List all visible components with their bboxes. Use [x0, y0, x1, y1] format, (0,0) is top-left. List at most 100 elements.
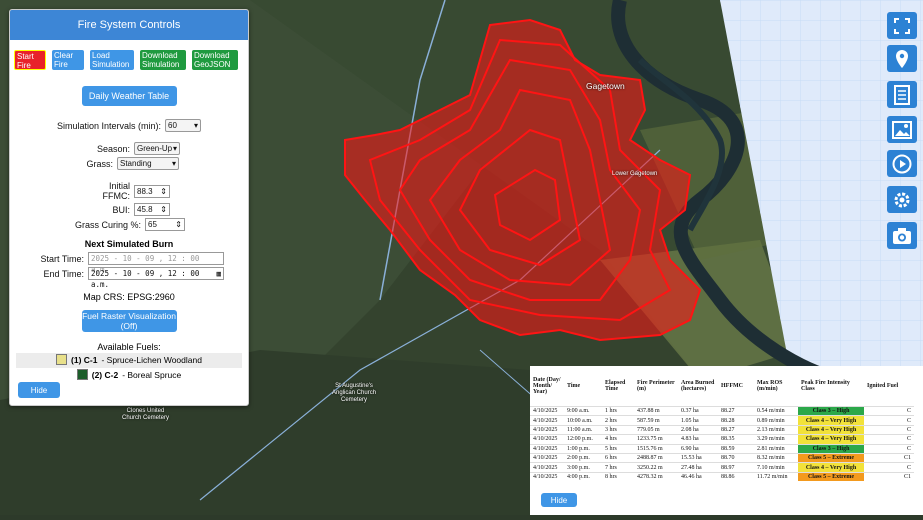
cell-date: 4/10/2025 [530, 471, 564, 482]
table-hide-button[interactable]: Hide [541, 493, 577, 507]
cell-fuel: C [864, 405, 914, 416]
bui-label: BUI: [112, 204, 130, 215]
cell-area: 6.90 ha [678, 443, 718, 454]
start-time-value: 2025 - 10 - 09 , 12 : 00 a.m. [91, 254, 200, 274]
cell-time: 2:00 p.m. [564, 452, 602, 463]
col-hffmc: HFFMC [721, 383, 743, 389]
cell-hffmc: 88.27 [718, 424, 754, 435]
cell-date: 4/10/2025 [530, 443, 564, 454]
panel-hide-button[interactable]: Hide [18, 382, 60, 398]
daily-weather-table-button[interactable]: Daily Weather Table [81, 86, 177, 106]
fullscreen-button[interactable] [887, 12, 917, 39]
river [611, 0, 842, 387]
table-body: 4/10/2025 9:00 a.m. 1 hrs 437.88 m 0.37 ha 88… [530, 405, 914, 482]
fuel-raster-button[interactable]: Fuel Raster Visualization (Off) [81, 310, 177, 332]
play-button[interactable] [887, 150, 917, 177]
col-fuel: Ignited Fuel [867, 383, 899, 389]
cell-elapsed: 2 hrs [602, 415, 634, 426]
cell-fuel: C1 [864, 471, 914, 482]
grass-curing-label: Grass Curing %: [74, 219, 141, 230]
cell-ros: 2.81 m/min [754, 443, 798, 454]
download-geojson-button[interactable]: Download GeoJSON [192, 50, 238, 70]
cell-perim: 1233.75 m [634, 434, 678, 445]
cell-hffmc: 88.86 [718, 471, 754, 482]
stepper-icon: ⇕ [175, 220, 182, 229]
cell-time: 1:00 p.m. [564, 443, 602, 454]
cell-area: 2.08 ha [678, 424, 718, 435]
interval-select[interactable]: 60 ▾ [165, 119, 202, 132]
table-row: 4/10/2025 3:00 p.m. 7 hrs 3250.22 m 27.48 ha… [530, 462, 914, 473]
calendar-icon[interactable]: ▦ [216, 269, 221, 278]
fuel-swatch-c1 [56, 354, 68, 365]
cell-hffmc: 88.28 [718, 415, 754, 426]
camera-button[interactable] [887, 222, 917, 249]
chevron-down-icon: ▾ [172, 144, 177, 153]
fuel-name-c2: - Boreal Spruce [122, 369, 182, 380]
cell-perim: 3250.22 m [634, 462, 678, 473]
map-crs: Map CRS: EPSG:2960 [83, 292, 175, 302]
cell-fuel: C1 [864, 452, 914, 463]
load-simulation-button[interactable]: Load Simulation [90, 50, 134, 70]
fuel-item-c2[interactable]: (2) C-2 - Boreal Spruce [16, 368, 242, 381]
cell-fuel: C [864, 424, 914, 435]
cell-ros: 11.72 m/min [754, 471, 798, 482]
image-button[interactable] [887, 116, 917, 143]
cell-time: 4:00 p.m. [564, 471, 602, 482]
end-time-value: 2025 - 10 - 09 , 12 : 00 a.m. [91, 269, 200, 289]
download-simulation-button[interactable]: Download Simulation [140, 50, 186, 70]
map-label-church: St Augustine's Anglican Church Cemetery [332, 383, 376, 404]
cell-ros: 8.32 m/min [754, 452, 798, 463]
panel-title: Fire System Controls [10, 10, 248, 40]
settings-button[interactable] [887, 186, 917, 213]
table-row: 4/10/2025 9:00 a.m. 1 hrs 437.88 m 0.37 ha 88… [530, 405, 914, 416]
cell-area: 46.46 ha [678, 471, 718, 482]
season-label: Season: [96, 143, 130, 154]
cell-date: 4/10/2025 [530, 434, 564, 445]
season-select[interactable]: Green-Up ▾ [134, 142, 180, 155]
cell-hffmc: 88.70 [718, 452, 754, 463]
start-fire-button[interactable]: Start Fire [14, 50, 46, 70]
fuel-swatch-c2 [76, 369, 88, 380]
cell-cls: Class 4 – Very High [798, 462, 864, 473]
table-row: 4/10/2025 12:00 p.m. 4 hrs 1233.75 m 4.83 ha… [530, 434, 914, 445]
cell-cls: Class 3 – High [798, 405, 864, 416]
cell-fuel: C [864, 443, 914, 454]
cell-elapsed: 1 hrs [602, 405, 634, 416]
table-header-row: Date (Day/ Month/ Year) Time Elapsed Tim… [530, 366, 914, 407]
cell-cls: Class 5 – Extreme [798, 452, 864, 463]
fuel-item-c1[interactable]: (1) C-1 - Spruce-Lichen Woodland [16, 353, 242, 366]
ffmc-label: Initial FFMC: [102, 181, 131, 201]
cell-area: 0.37 ha [678, 405, 718, 416]
season-value: Green-Up [137, 144, 173, 153]
clear-fire-button[interactable]: Clear Fire [52, 50, 84, 70]
interval-label: Simulation Intervals (min): [56, 120, 162, 131]
document-icon [894, 84, 910, 105]
cemetery-line-2: Church Cemetery [122, 415, 170, 421]
cell-ros: 0.89 m/min [754, 415, 798, 426]
available-fuels-heading: Available Fuels: [97, 342, 161, 352]
image-icon [892, 120, 912, 139]
end-time-input[interactable]: 2025 - 10 - 09 , 12 : 00 a.m. ▦ [88, 267, 224, 289]
cell-time: 11:00 a.m. [564, 424, 602, 435]
cell-time: 10:00 a.m. [564, 415, 602, 426]
end-time-label: End Time: [43, 268, 84, 279]
cell-perim: 779.05 m [634, 424, 678, 435]
start-time-input[interactable]: 2025 - 10 - 09 , 12 : 00 a.m. [88, 252, 224, 274]
cell-elapsed: 4 hrs [602, 434, 634, 445]
stepper-icon: ⇕ [160, 205, 167, 214]
map-pin-button[interactable] [887, 45, 917, 72]
cell-fuel: C [864, 434, 914, 445]
document-button[interactable] [887, 81, 917, 108]
next-burn-heading: Next Simulated Burn [84, 239, 174, 249]
camera-icon [893, 227, 911, 244]
bui-value: 45.8 [137, 205, 153, 214]
grass-select[interactable]: Standing ▾ [117, 157, 179, 170]
table-row: 4/10/2025 1:00 p.m. 5 hrs 1515.76 m 6.90 ha 8… [530, 443, 914, 454]
church-line-3: Cemetery [341, 397, 368, 403]
grass-curing-input[interactable]: 65 ⇕ [145, 218, 185, 231]
ffmc-input[interactable]: 88.3 ⇕ [134, 184, 170, 198]
bui-input[interactable]: 45.8 ⇕ [134, 203, 170, 216]
col-ros: Max ROS (m/min) [757, 380, 783, 392]
